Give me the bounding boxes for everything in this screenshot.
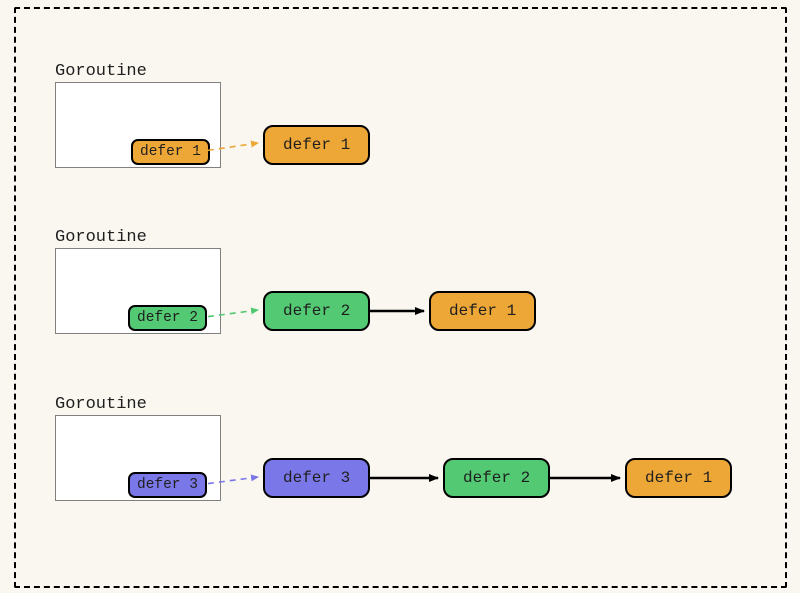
chain-chip-defer-1: defer 1	[263, 125, 370, 165]
chain-chip-defer-2: defer 2	[263, 291, 370, 331]
chain-chip-defer-3: defer 3	[263, 458, 370, 498]
goroutine-label: Goroutine	[55, 62, 147, 81]
diagram-canvas: Goroutine defer 1 defer 1 Goroutine defe…	[0, 0, 800, 593]
inner-chip-defer-1: defer 1	[131, 139, 210, 165]
chain-chip-defer-1: defer 1	[429, 291, 536, 331]
goroutine-label: Goroutine	[55, 228, 147, 247]
chain-chip-defer-2: defer 2	[443, 458, 550, 498]
goroutine-label: Goroutine	[55, 395, 147, 414]
inner-chip-defer-3: defer 3	[128, 472, 207, 498]
inner-chip-defer-2: defer 2	[128, 305, 207, 331]
chain-chip-defer-1: defer 1	[625, 458, 732, 498]
